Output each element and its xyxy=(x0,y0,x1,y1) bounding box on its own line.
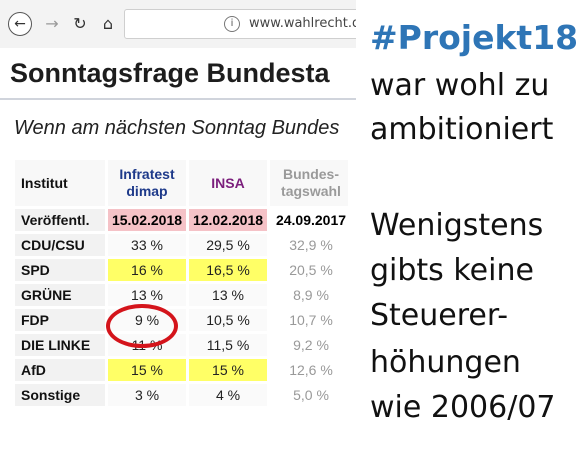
forward-icon[interactable]: → xyxy=(45,14,59,33)
cell-election: 9,2 % xyxy=(270,334,348,356)
info-icon[interactable]: i xyxy=(224,16,240,32)
header-insa[interactable]: INSA xyxy=(189,160,267,206)
cell-election: 5,0 % xyxy=(270,384,348,406)
date-election: 24.09.2017 xyxy=(270,209,348,231)
cell-insa: 11,5 % xyxy=(189,334,267,356)
reload-icon[interactable]: ↻ xyxy=(73,14,87,33)
cell-insa: 15 % xyxy=(189,359,267,381)
table-row-date: Veröffentl. 15.02.2018 12.02.2018 24.09.… xyxy=(15,209,348,231)
table-row: CDU/CSU 33 % 29,5 % 32,9 % xyxy=(15,234,348,256)
table-row: Sonstige 3 % 4 % 5,0 % xyxy=(15,384,348,406)
back-icon[interactable]: ← xyxy=(8,12,32,36)
table-row: AfD 15 % 15 % 12,6 % xyxy=(15,359,348,381)
cell-infratest: 15 % xyxy=(108,359,186,381)
cell-election: 32,9 % xyxy=(270,234,348,256)
row-label: Sonstige xyxy=(15,384,105,406)
header-infratest-line1[interactable]: Infratest xyxy=(119,166,175,182)
cell-insa: 16,5 % xyxy=(189,259,267,281)
red-circle-annotation xyxy=(106,304,178,348)
browser-toolbar: ← → ↻ ⌂ i www.wahlrecht.de xyxy=(0,0,356,49)
row-label: Veröffentl. xyxy=(15,209,105,231)
poll-table: Institut Infratest dimap INSA Bundes-tags… xyxy=(12,157,351,409)
cell-insa: 4 % xyxy=(189,384,267,406)
home-icon[interactable]: ⌂ xyxy=(102,14,114,33)
header-infratest[interactable]: Infratest dimap xyxy=(108,160,186,206)
caption-line: Steuerer- xyxy=(370,298,509,333)
hashtag-caption: #Projekt18 xyxy=(370,18,578,57)
header-institut: Institut xyxy=(15,160,105,206)
caption-line: wie 2006/07 xyxy=(370,390,556,425)
table-row: DIE LINKE 11 % 11,5 % 9,2 % xyxy=(15,334,348,356)
cell-infratest: 33 % xyxy=(108,234,186,256)
header-bundestagswahl: Bundes-tagswahl xyxy=(270,160,348,206)
page-title: Sonntagsfrage Bundesta xyxy=(10,58,330,88)
browser-screenshot: ← → ↻ ⌂ i www.wahlrecht.de Sonntagsfrage… xyxy=(0,0,356,452)
cell-election: 12,6 % xyxy=(270,359,348,381)
date-infratest: 15.02.2018 xyxy=(108,209,186,231)
caption-line: ambitioniert xyxy=(370,112,554,147)
cell-infratest: 16 % xyxy=(108,259,186,281)
cell-election: 8,9 % xyxy=(270,284,348,306)
url-text[interactable]: www.wahlrecht.de xyxy=(249,16,356,31)
header-bundestagswahl-line2: tagswahl xyxy=(281,183,341,199)
table-row: SPD 16 % 16,5 % 20,5 % xyxy=(15,259,348,281)
caption-line: höhungen xyxy=(370,345,521,380)
cell-insa: 10,5 % xyxy=(189,309,267,331)
table-row: GRÜNE 13 % 13 % 8,9 % xyxy=(15,284,348,306)
caption-line: gibts keine xyxy=(370,253,534,288)
header-infratest-line2[interactable]: dimap xyxy=(126,183,168,199)
cell-election: 20,5 % xyxy=(270,259,348,281)
row-label: SPD xyxy=(15,259,105,281)
row-label: AfD xyxy=(15,359,105,381)
table-row: FDP 9 % 10,5 % 10,7 % xyxy=(15,309,348,331)
header-bundestagswahl-line1: Bundes- xyxy=(283,166,339,182)
cell-insa: 29,5 % xyxy=(189,234,267,256)
web-page: Sonntagsfrage Bundesta Wenn am nächsten … xyxy=(0,48,356,452)
caption-line: Wenigstens xyxy=(370,208,544,243)
caption-line: war wohl zu xyxy=(370,68,550,103)
address-bar[interactable]: i www.wahlrecht.de xyxy=(124,9,356,39)
cell-insa: 13 % xyxy=(189,284,267,306)
page-subtitle: Wenn am nächsten Sonntag Bundes xyxy=(14,117,340,139)
row-label: FDP xyxy=(15,309,105,331)
table-header-row: Institut Infratest dimap INSA Bundes-tags… xyxy=(15,160,348,206)
cell-election: 10,7 % xyxy=(270,309,348,331)
date-insa: 12.02.2018 xyxy=(189,209,267,231)
cell-infratest: 13 % xyxy=(108,284,186,306)
row-label: GRÜNE xyxy=(15,284,105,306)
row-label: CDU/CSU xyxy=(15,234,105,256)
cell-infratest: 3 % xyxy=(108,384,186,406)
row-label: DIE LINKE xyxy=(15,334,105,356)
heading-divider xyxy=(0,98,356,100)
